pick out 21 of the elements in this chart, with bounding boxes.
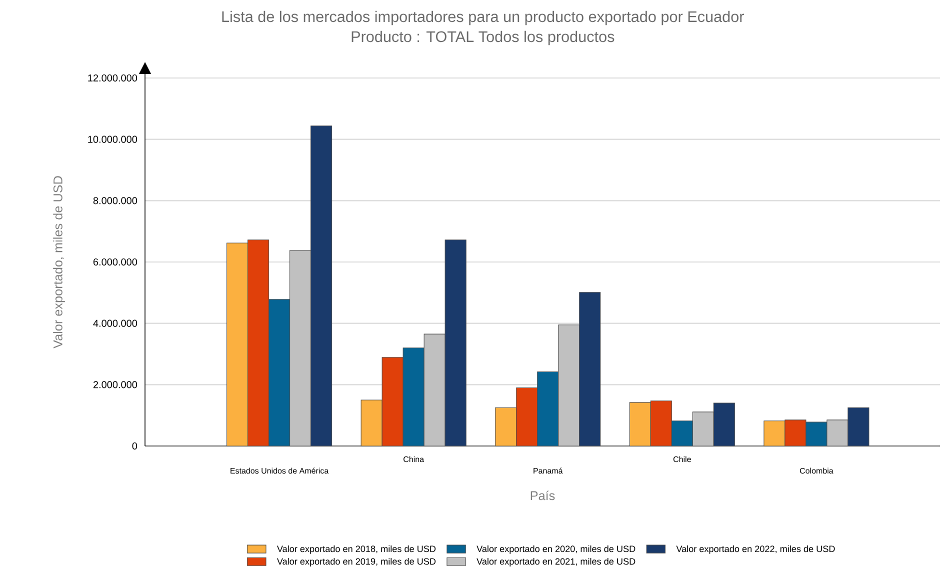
y-tick-label: 2.000.000 [93,381,138,388]
chart-title: Lista de los mercados importadores para un producto exportado por Ecuador [222,10,744,26]
legend-label: Valor exportado en 2019, miles de USD [276,558,436,566]
x-tick-label: Estados Unidos de América [230,468,329,474]
x-tick-label: China [404,456,424,462]
x-axis-title: País [530,490,555,500]
y-tick-label: 6.000.000 [93,258,138,266]
y-axis-title: Valor exportado, miles de USD [53,176,65,348]
y-tick-label: 0 [132,442,138,450]
legend-label: Valor exportado en 2018, miles de USD [276,545,436,554]
legend-label: Valor exportado en 2020, miles de USD [476,545,636,554]
x-tick-label: Chile [673,456,691,462]
legend-label: Valor exportado en 2021, miles de USD [476,558,636,566]
chart-subtitle: Producto : TOTAL Todos los productos [352,30,614,46]
x-tick-label: Panamá [534,468,563,474]
legend-label: Valor exportado en 2022, miles de USD [676,545,835,554]
y-tick-label: 10.000.000 [88,136,138,143]
x-tick-label: Colombia [800,468,834,474]
y-tick-label: 4.000.000 [93,320,138,327]
y-tick-label: 12.000.000 [88,74,138,82]
y-tick-label: 8.000.000 [93,197,138,204]
